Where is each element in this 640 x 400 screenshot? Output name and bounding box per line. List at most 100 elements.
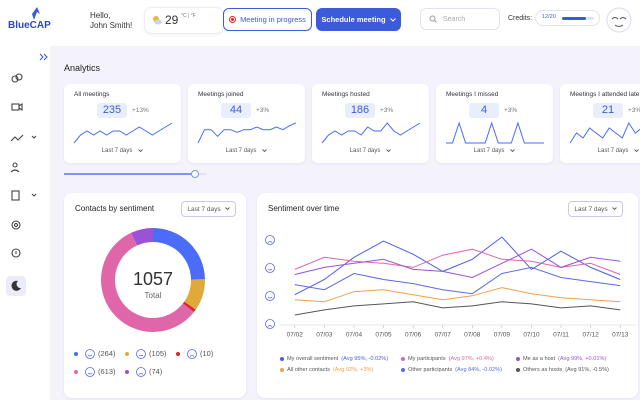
- legend-swatch: [401, 368, 405, 372]
- face-outline: [136, 367, 146, 377]
- contacts-period[interactable]: Last 7 days: [181, 201, 236, 217]
- legend-avg: (Avg 99%, +0.01%): [558, 356, 607, 362]
- donut-segment: [182, 301, 196, 313]
- legend-value: (74): [149, 367, 163, 376]
- card-change: +3%: [628, 107, 640, 114]
- face-mouth: [189, 355, 195, 357]
- sentiment-period[interactable]: Last 7 days: [568, 201, 623, 217]
- legend-swatch: [280, 357, 284, 361]
- card-period: Last 7 days: [64, 148, 181, 154]
- face-mouth: [267, 296, 273, 299]
- face-mouth: [138, 373, 144, 375]
- series-line: [294, 248, 621, 279]
- scroll-slider[interactable]: [62, 168, 212, 180]
- x-tick-label: 07/07: [435, 332, 452, 339]
- search-box[interactable]: Search: [420, 8, 500, 30]
- period-label: Last 7 days: [225, 148, 257, 154]
- sidebar: [0, 46, 50, 400]
- legend-name: My participants: [408, 356, 446, 362]
- card-value: 44: [221, 103, 251, 118]
- sentiment-face: [136, 367, 146, 377]
- x-tick-label: 07/03: [316, 332, 333, 339]
- legend-avg: (Avg 97%, +0.4%): [448, 356, 494, 362]
- avatar[interactable]: [606, 7, 632, 33]
- legend-item: My participants (Avg 97%, +0.4%): [401, 356, 516, 362]
- credits-track: [562, 17, 594, 20]
- chevron: [611, 207, 617, 211]
- card-value: 186: [345, 103, 375, 118]
- card-label: Meetings I attended late: [570, 91, 640, 98]
- period-label: Last 7 days: [473, 148, 505, 154]
- contacts-title: Contacts by sentiment: [75, 204, 155, 213]
- chevron: [510, 149, 516, 153]
- legend-item: Others as hosts (Avg 91%, -0.5%): [516, 367, 635, 373]
- face-outline: [85, 367, 95, 377]
- line-legend: My overall sentiment (Avg 95%, -0.02%) My …: [280, 356, 635, 373]
- sparkline: [446, 121, 544, 144]
- chevron-line: [634, 149, 640, 153]
- schedule-button[interactable]: Schedule meeting: [316, 8, 401, 31]
- donut-segment: [184, 279, 205, 310]
- legend-dot: [176, 352, 180, 356]
- x-tick-label: 07/04: [346, 332, 363, 339]
- legend-avg: (Avg 95%, -0.02%): [341, 356, 389, 362]
- x-tick-label: 07/06: [405, 332, 422, 339]
- temperature-units[interactable]: °C | °F: [181, 13, 196, 19]
- analytics-card: Meetings I missed 4 +3% Last 7 days: [436, 84, 553, 163]
- legend-item: My overall sentiment (Avg 95%, -0.02%): [280, 356, 401, 362]
- face-mouth: [87, 372, 93, 375]
- face-outline: [265, 291, 275, 301]
- card-change: +13%: [132, 107, 149, 114]
- face-mouth: [87, 354, 93, 357]
- legend-item: All other contacts (Avg 92%, +3%): [280, 367, 401, 373]
- sentiment-title: Sentiment over time: [268, 204, 340, 213]
- analytics-card: All meetings 235 +13% Last 7 days: [64, 84, 181, 163]
- status-dot: [229, 16, 237, 23]
- y-face-icon: [265, 319, 275, 329]
- card-change: +3%: [380, 107, 394, 114]
- period-label: Last 7 days: [597, 148, 629, 154]
- legend-value: (10): [200, 349, 214, 358]
- meeting-status-button[interactable]: Meeting in progress: [223, 8, 312, 31]
- total-label: Total: [145, 291, 162, 300]
- legend-swatch: [401, 357, 405, 361]
- period-label: Last 7 days: [349, 148, 381, 154]
- analytics-title: Analytics: [64, 63, 101, 73]
- sparkline-line: [569, 121, 640, 144]
- card-label: Meetings joined: [198, 91, 244, 98]
- search-placeholder: Search: [443, 15, 466, 23]
- sparkline-line: [321, 122, 421, 144]
- sidebar-icons: [6, 53, 48, 296]
- x-tick-label: 07/11: [553, 332, 569, 339]
- x-tick-label: 07/02: [287, 332, 304, 339]
- legend-value: (264): [98, 349, 116, 358]
- card-value: 4: [469, 103, 499, 118]
- x-tick-label: 07/13: [612, 332, 629, 339]
- total-value: 1057: [133, 269, 173, 289]
- credits-label: Credits:: [508, 15, 533, 22]
- legend-name: All other contacts: [287, 367, 330, 373]
- sentiment-face: [85, 349, 95, 359]
- legend-name: My overall sentiment: [287, 356, 339, 362]
- y-face-icon: [265, 263, 275, 273]
- legend-name: Other participants: [408, 367, 453, 373]
- y-face-icon: [265, 291, 275, 301]
- series-line: [294, 266, 621, 295]
- card-value: 235: [97, 103, 127, 118]
- card-change: +3%: [504, 107, 518, 114]
- weather-icon: [153, 16, 162, 25]
- x-tick-label: 07/08: [464, 332, 481, 339]
- card-change: +3%: [256, 107, 270, 114]
- legend-item: Other participants (Avg 84%, -0.02%): [401, 367, 516, 373]
- face-outline: [265, 263, 275, 273]
- legend-swatch: [516, 357, 520, 361]
- credits: 12/20: [542, 14, 556, 20]
- analytics-card: Meetings I attended late 21 +3% Last 7 days: [560, 84, 640, 163]
- temperature: 29: [165, 13, 179, 27]
- sparkline: [321, 122, 421, 144]
- face-mouth: [267, 325, 273, 327]
- card-period: Last 7 days: [560, 148, 640, 154]
- legend-name: Me as a host: [523, 356, 556, 362]
- brand: BlueCAP: [8, 20, 51, 31]
